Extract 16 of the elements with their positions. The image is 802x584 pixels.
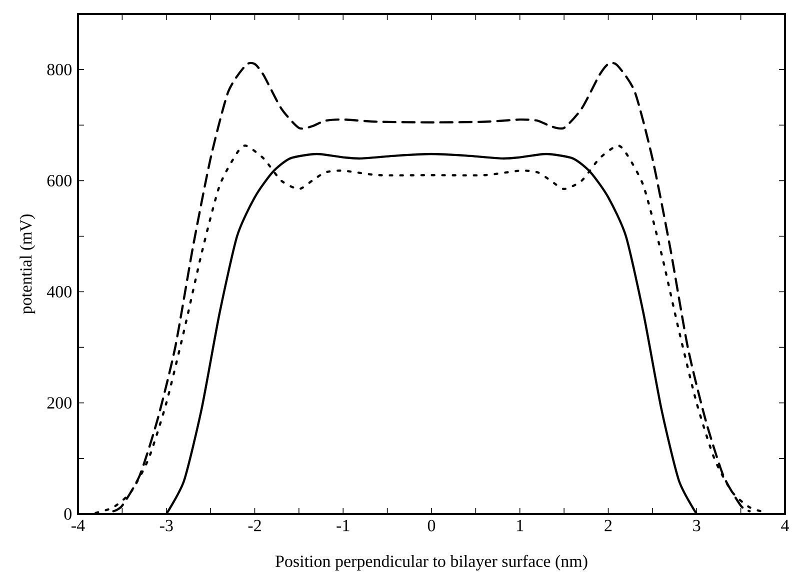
y-tick-label: 400 bbox=[46, 286, 72, 298]
y-tick-label: 600 bbox=[47, 174, 72, 186]
x-tick-label: 2 bbox=[604, 520, 612, 532]
x-tick-label: 4 bbox=[781, 520, 789, 532]
x-tick-label: -4 bbox=[72, 520, 85, 532]
x-tick-label: 1 bbox=[517, 520, 524, 532]
x-tick-label: 0 bbox=[428, 520, 436, 532]
x-axis-title: Position perpendicular to bilayer surface (nm) bbox=[275, 554, 588, 571]
y-tick-label: 200 bbox=[47, 397, 72, 409]
x-tick-label: -3 bbox=[160, 520, 173, 532]
x-tick-label: -1 bbox=[336, 520, 350, 532]
y-tick-label: 800 bbox=[47, 64, 72, 76]
y-tick-label: 0 bbox=[64, 508, 72, 520]
y-axis-title: potential (mV) bbox=[20, 214, 36, 314]
x-tick-label: 3 bbox=[693, 520, 700, 532]
x-tick-label: -2 bbox=[248, 520, 261, 532]
